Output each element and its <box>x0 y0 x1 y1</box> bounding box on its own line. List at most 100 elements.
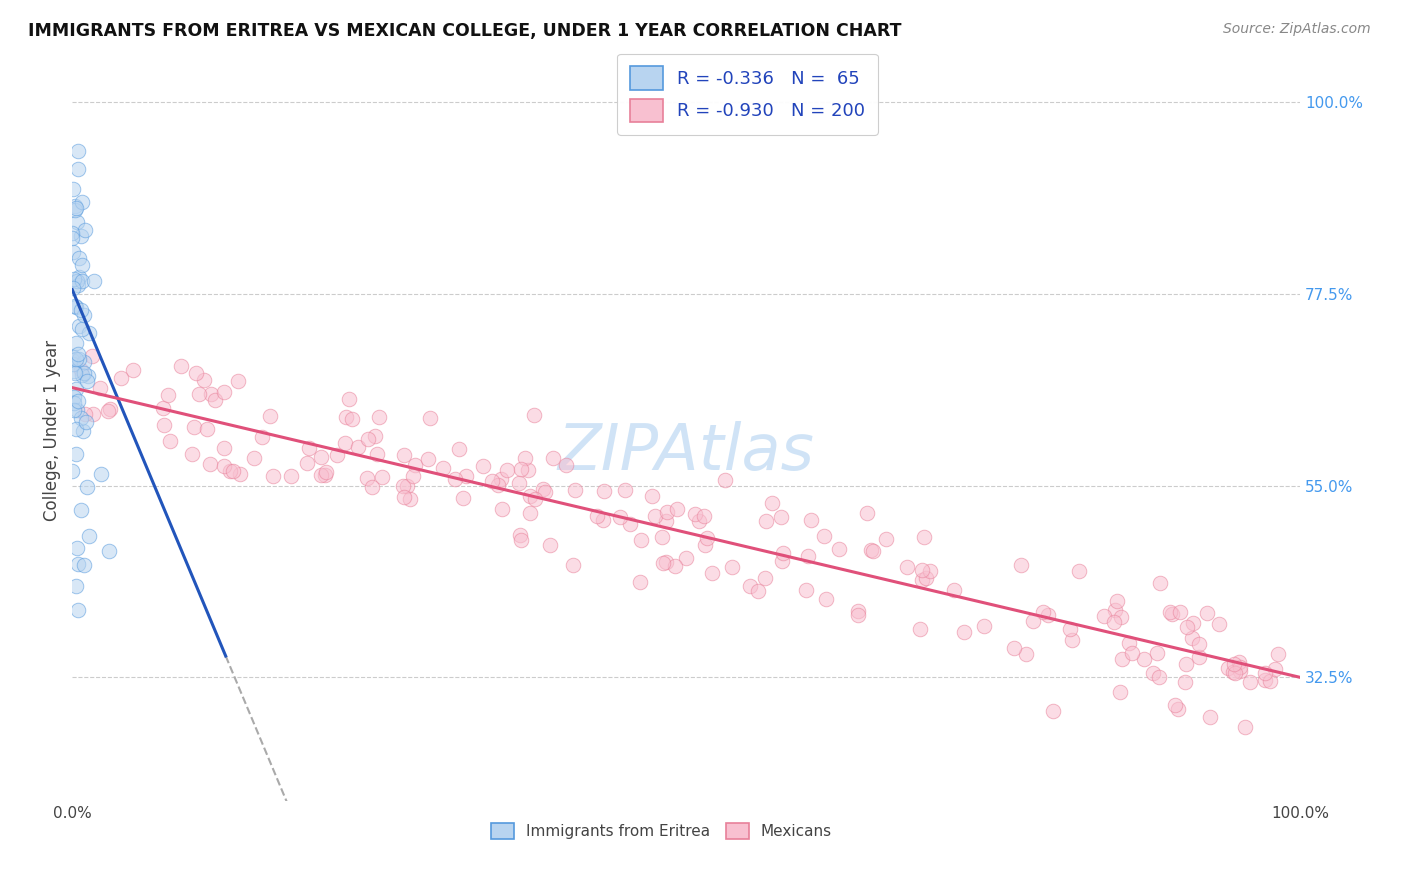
Point <box>72 274 94 288</box>
Point <box>509 528 531 542</box>
Point <box>63 364 86 378</box>
Point <box>333 436 356 450</box>
Point <box>1199 710 1222 724</box>
Point <box>628 575 651 590</box>
Point <box>309 467 332 482</box>
Point <box>62 350 84 364</box>
Point <box>1222 665 1244 679</box>
Point <box>1146 646 1168 660</box>
Point <box>392 490 415 504</box>
Point <box>664 559 686 574</box>
Point <box>1181 632 1204 646</box>
Point <box>953 625 976 640</box>
Point <box>193 374 215 388</box>
Point <box>65 422 87 436</box>
Point <box>63 396 86 410</box>
Point <box>418 452 440 467</box>
Point <box>314 467 336 482</box>
Point <box>368 410 391 425</box>
Point <box>1175 619 1198 633</box>
Point <box>510 533 533 548</box>
Point <box>447 442 470 456</box>
Point <box>70 195 93 210</box>
Point <box>696 531 718 545</box>
Point <box>1182 615 1205 630</box>
Point <box>200 387 222 401</box>
Point <box>73 222 96 236</box>
Point <box>70 410 93 425</box>
Point <box>73 366 96 380</box>
Point <box>170 359 193 374</box>
Point <box>862 543 884 558</box>
Point <box>592 513 614 527</box>
Point <box>89 381 111 395</box>
Point <box>67 269 90 284</box>
Point <box>1111 652 1133 666</box>
Point <box>443 472 465 486</box>
Point <box>65 274 87 288</box>
Point <box>226 374 249 388</box>
Point <box>152 417 174 432</box>
Point <box>1032 605 1054 619</box>
Point <box>204 392 226 407</box>
Point <box>509 461 531 475</box>
Point <box>315 465 337 479</box>
Point <box>1188 650 1211 665</box>
Point <box>243 450 266 465</box>
Point <box>911 563 934 577</box>
Point <box>70 322 93 336</box>
Point <box>508 476 530 491</box>
Point <box>543 451 565 466</box>
Point <box>432 461 454 475</box>
Point <box>755 514 778 528</box>
Point <box>212 459 235 474</box>
Point <box>491 502 513 516</box>
Point <box>337 392 360 407</box>
Point <box>66 541 89 555</box>
Point <box>65 447 87 461</box>
Point <box>65 198 87 212</box>
Point <box>66 603 89 617</box>
Point <box>1174 657 1197 672</box>
Point <box>754 571 776 585</box>
Point <box>875 532 897 546</box>
Point <box>1042 704 1064 718</box>
Point <box>152 401 174 416</box>
Point <box>295 456 318 470</box>
Point <box>65 201 87 215</box>
Point <box>772 546 794 560</box>
Point <box>1021 614 1043 628</box>
Point <box>472 459 495 474</box>
Point <box>1195 607 1218 621</box>
Point <box>534 484 557 499</box>
Point <box>1109 685 1132 699</box>
Point <box>82 407 104 421</box>
Point <box>340 411 363 425</box>
Point <box>69 502 91 516</box>
Point <box>747 584 769 599</box>
Point <box>77 529 100 543</box>
Point <box>259 409 281 423</box>
Text: Source: ZipAtlas.com: Source: ZipAtlas.com <box>1223 22 1371 37</box>
Point <box>740 579 762 593</box>
Point <box>83 274 105 288</box>
Point <box>222 464 245 478</box>
Point <box>65 351 87 366</box>
Point <box>1121 646 1143 660</box>
Point <box>97 544 120 558</box>
Point <box>98 401 121 416</box>
Point <box>65 366 87 380</box>
Point <box>67 347 90 361</box>
Point <box>896 560 918 574</box>
Point <box>1216 661 1239 675</box>
Point <box>62 227 84 241</box>
Point <box>62 230 84 244</box>
Point <box>1102 615 1125 629</box>
Point <box>366 447 388 461</box>
Point <box>62 182 84 196</box>
Point <box>481 474 503 488</box>
Point <box>159 434 181 449</box>
Point <box>157 388 180 402</box>
Point <box>77 326 100 340</box>
Point <box>451 491 474 506</box>
